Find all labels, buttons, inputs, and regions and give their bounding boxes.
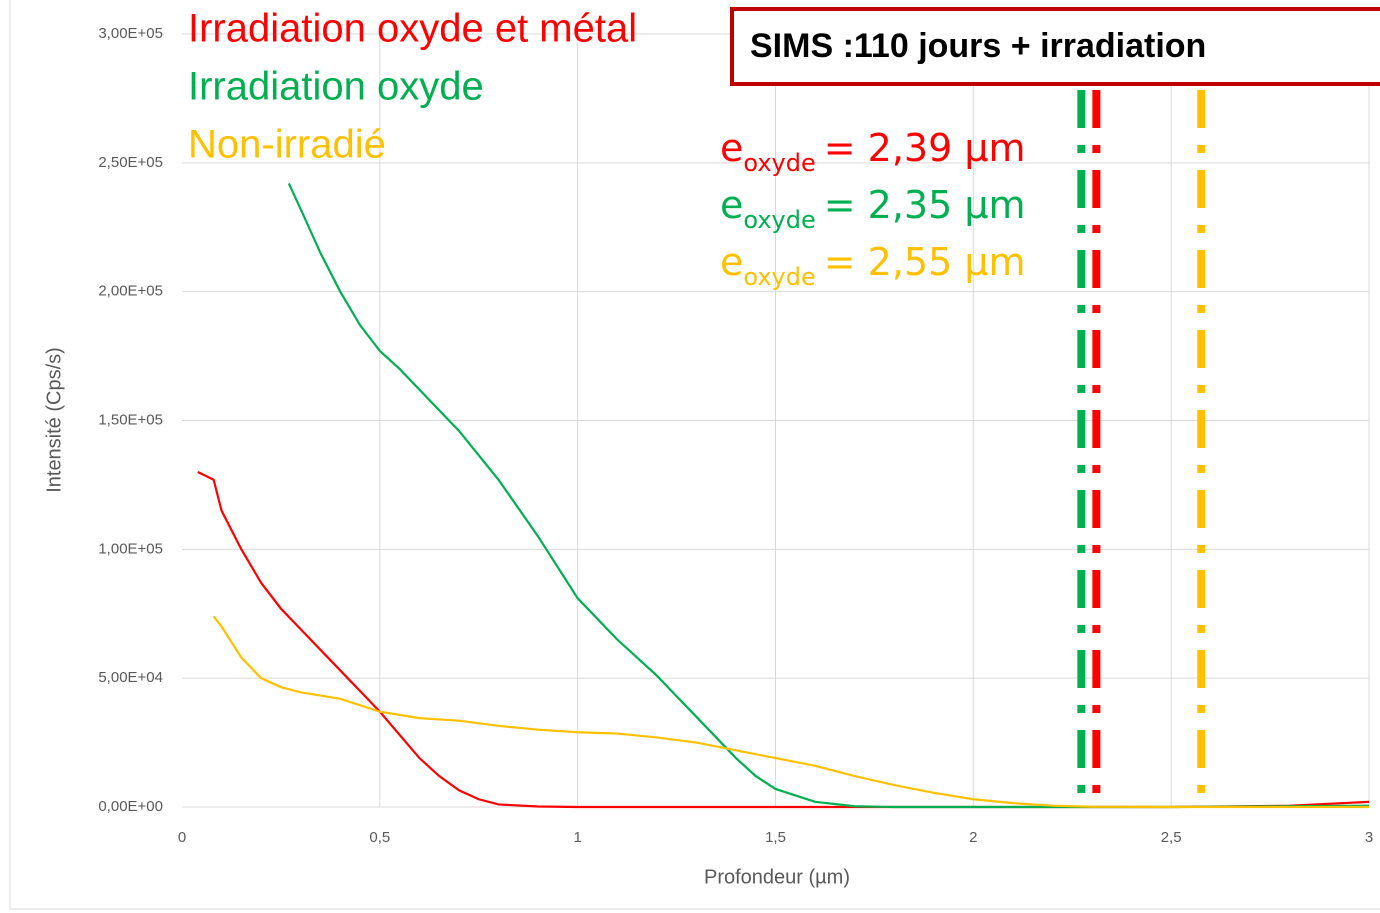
x-tick-label: 0,5 <box>369 829 390 846</box>
x-tick-label: 2,5 <box>1161 829 1182 846</box>
annotation: eoxyde = 2,35 µm <box>720 183 1026 235</box>
y-tick-label: 2,00E+05 <box>98 283 163 300</box>
annotation-symbol: e <box>720 240 743 284</box>
annotation-subscript: oxyde <box>743 206 815 234</box>
x-tick-label: 1 <box>573 829 581 846</box>
y-tick-label: 2,50E+05 <box>98 154 163 171</box>
annotation-text: = 2,35 µm <box>824 183 1026 227</box>
annotation-symbol: e <box>720 126 743 170</box>
chart-title: SIMS :110 jours + irradiation <box>750 27 1206 65</box>
annotation-text: = 2,55 µm <box>824 240 1026 284</box>
y-tick-label: 1,50E+05 <box>98 411 163 428</box>
legend-entry: Irradiation oxyde <box>188 65 484 109</box>
y-axis-label: Intensité (Cps/s) <box>43 347 65 493</box>
x-tick-label: 0 <box>178 829 186 846</box>
series-line <box>287 182 1370 809</box>
x-tick-label: 2 <box>969 829 977 846</box>
y-tick-label: 3,00E+05 <box>98 25 163 42</box>
chart-border <box>9 0 1380 910</box>
y-tick-label: 0,00E+00 <box>98 798 163 815</box>
series-line <box>197 471 1370 809</box>
annotation-subscript: oxyde <box>743 263 815 291</box>
legend-entry: Non-irradié <box>188 123 386 167</box>
x-tick-label: 1,5 <box>765 829 786 846</box>
x-axis-label: Profondeur (µm) <box>704 866 850 888</box>
annotation: eoxyde = 2,39 µm <box>720 126 1026 178</box>
y-tick-label: 5,00E+04 <box>98 669 163 686</box>
legend-entry: Irradiation oxyde et métal <box>188 7 637 51</box>
y-tick-label: 1,00E+05 <box>98 540 163 557</box>
title-box <box>730 7 1380 86</box>
x-tick-label: 3 <box>1365 829 1373 846</box>
annotation: eoxyde = 2,55 µm <box>720 240 1026 292</box>
annotation-symbol: e <box>720 183 743 227</box>
series-line <box>212 615 1369 809</box>
annotation-text: = 2,39 µm <box>824 126 1026 170</box>
annotation-subscript: oxyde <box>743 149 815 177</box>
